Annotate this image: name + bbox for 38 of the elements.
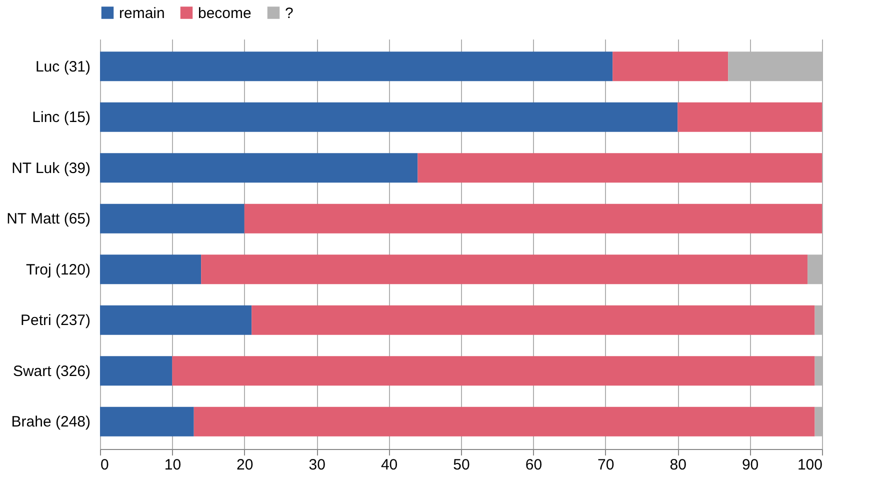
bar bbox=[100, 356, 172, 386]
bar bbox=[172, 356, 815, 386]
y-tick-label: Petri (237) bbox=[20, 312, 90, 330]
bar bbox=[201, 254, 808, 284]
bar bbox=[100, 102, 678, 132]
x-tick-label: 80 bbox=[670, 456, 686, 474]
x-tick-label: 0 bbox=[100, 456, 109, 474]
x-tick-label: 50 bbox=[453, 456, 470, 474]
legend-label: remain bbox=[119, 4, 165, 22]
bar bbox=[100, 305, 252, 335]
bar bbox=[194, 406, 815, 436]
bar bbox=[100, 204, 244, 234]
bar bbox=[244, 204, 822, 234]
bar bbox=[252, 305, 815, 335]
bar bbox=[418, 153, 822, 183]
bar bbox=[100, 52, 613, 82]
x-tick-label: 30 bbox=[308, 456, 326, 474]
y-tick-label: NT Luk (39) bbox=[12, 160, 90, 177]
y-tick-label: Luc (31) bbox=[35, 58, 90, 76]
x-tick-label: 20 bbox=[236, 456, 254, 474]
bar bbox=[678, 102, 822, 132]
x-tick-label: 100 bbox=[797, 456, 822, 474]
x-tick-label: 90 bbox=[742, 456, 759, 474]
y-tick-label: Troj (120) bbox=[26, 261, 90, 278]
legend-label: ? bbox=[285, 4, 294, 22]
y-tick-label: NT Matt (65) bbox=[6, 210, 91, 228]
bar bbox=[612, 52, 728, 82]
y-tick-label: Swart (326) bbox=[12, 362, 90, 380]
x-tick-label: 60 bbox=[525, 456, 542, 474]
legend-label: become bbox=[198, 4, 252, 22]
x-tick-label: 40 bbox=[380, 456, 398, 474]
y-tick-label: Brahe (248) bbox=[11, 414, 90, 431]
bar bbox=[100, 254, 202, 284]
x-tick-label: 10 bbox=[164, 456, 182, 474]
bar bbox=[100, 153, 418, 183]
x-tick-label: 70 bbox=[598, 456, 614, 474]
bar bbox=[100, 406, 194, 436]
y-tick-label: Linc (15) bbox=[32, 109, 91, 126]
